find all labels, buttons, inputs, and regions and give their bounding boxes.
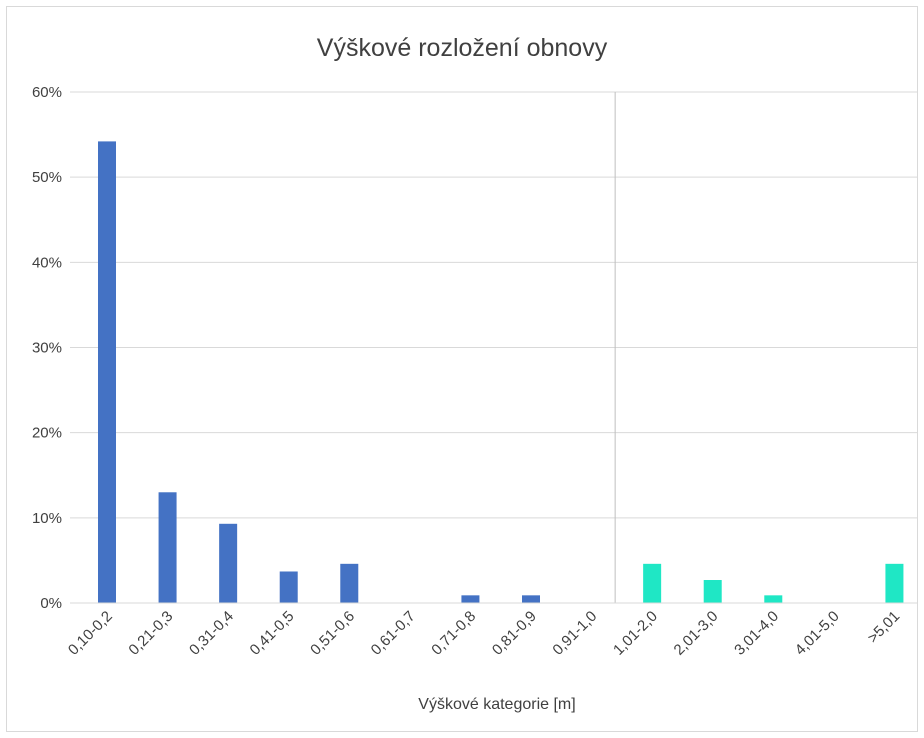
- bar: [98, 141, 116, 603]
- y-tick-label: 60%: [32, 84, 62, 101]
- y-tick-label: 40%: [32, 254, 62, 271]
- chart-title: Výškové rozložení obnovy: [317, 34, 608, 62]
- bar: [885, 563, 904, 603]
- x-tick-label: >5,01: [864, 608, 903, 647]
- x-tick-label: 0,71-0,8: [428, 608, 479, 659]
- y-tick-label: 0%: [40, 595, 62, 612]
- x-tick-label: 0,31-0,4: [186, 608, 237, 659]
- y-tick-label: 30%: [32, 340, 62, 357]
- x-tick-label: 0,10-0,2: [65, 608, 116, 659]
- x-tick-label: 3,01-4,0: [731, 608, 782, 659]
- bar: [340, 563, 359, 603]
- y-tick-labels: 0% 10% 20% 30% 40% 50% 60%: [32, 84, 62, 612]
- x-tick-labels: 0,10-0,2 0,21-0,3 0,31-0,4 0,41-0,5 0,51-0,6…: [65, 608, 903, 659]
- bars: [98, 141, 904, 603]
- chart-frame: [6, 6, 918, 732]
- x-tick-label: 0,91-1,0: [549, 608, 600, 659]
- bar: [279, 571, 298, 603]
- x-tick-label: 4,01-5,0: [792, 608, 843, 659]
- x-tick-label: 0,81-0,9: [489, 608, 540, 659]
- x-axis-title: Výškové kategorie [m]: [418, 696, 575, 713]
- bar: [764, 595, 783, 603]
- bar: [522, 595, 540, 603]
- bar: [461, 595, 480, 603]
- x-tick-label: 0,51-0,6: [307, 608, 358, 659]
- y-tick-label: 20%: [32, 425, 62, 442]
- x-tick-label: 0,21-0,3: [125, 608, 176, 659]
- y-tick-label: 10%: [32, 510, 62, 527]
- bar: [703, 580, 722, 603]
- bar: [158, 492, 177, 603]
- gridlines: [70, 91, 918, 519]
- x-tick-label: 2,01-3,0: [671, 608, 722, 659]
- bar: [643, 563, 662, 603]
- y-tick-label: 50%: [32, 169, 62, 186]
- x-tick-label: 0,41-0,5: [247, 608, 298, 659]
- x-tick-label: 1,01-2,0: [610, 608, 661, 659]
- x-tick-label: 0,61-0,7: [368, 608, 419, 659]
- bar: [219, 523, 238, 603]
